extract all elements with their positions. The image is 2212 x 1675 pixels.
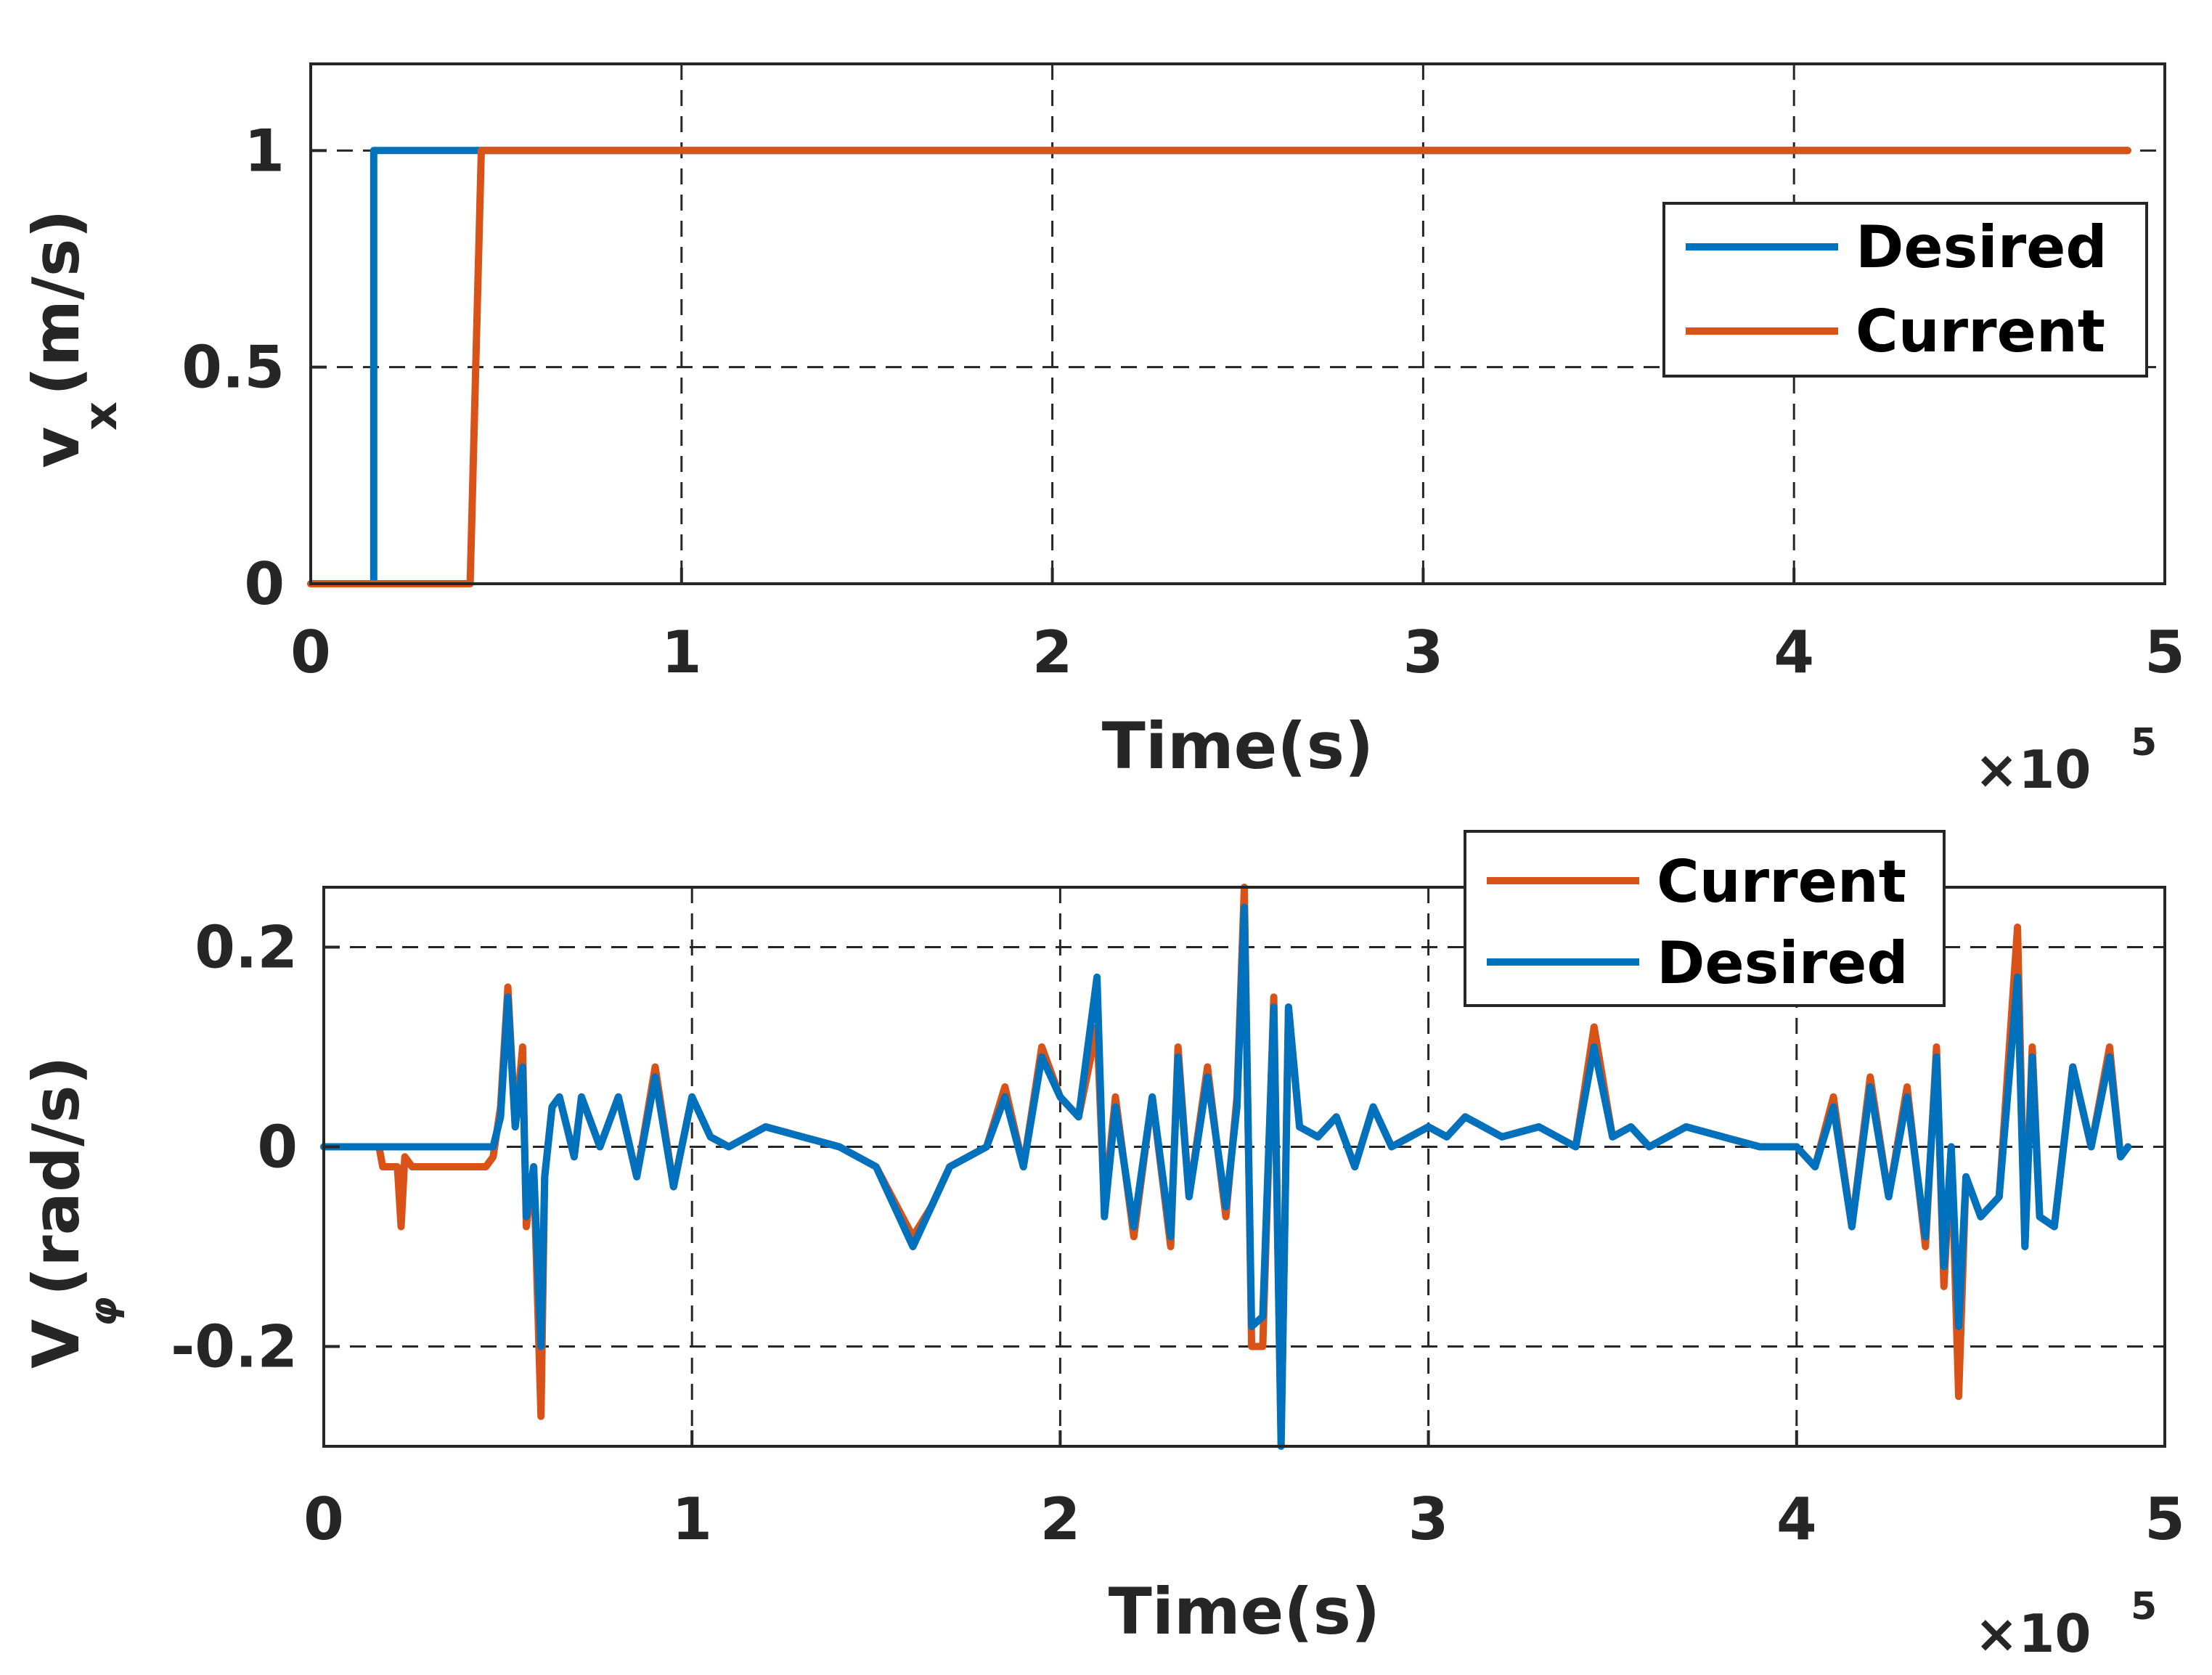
svg-text:x: x — [74, 402, 127, 431]
bottom-x-tick-label-4: 4 — [1776, 1486, 1817, 1553]
bottom-x-tick-label-3: 3 — [1408, 1486, 1449, 1553]
bottom-x-tick-label-0: 0 — [303, 1486, 344, 1553]
top-legend-label-desired: Desired — [1856, 213, 2107, 281]
svg-text:(m/s): (m/s) — [19, 209, 94, 396]
top-chart-panel: 0 1 2 3 4 5 0 0.5 1 Time(s) ×10 5 v x (m/s) Desi… — [19, 62, 2185, 800]
svg-text:v: v — [19, 427, 94, 468]
top-x-tick-label-5: 5 — [2144, 619, 2185, 686]
bottom-legend-box — [1464, 830, 1946, 1007]
top-y-tick-label-1: 0.5 — [181, 334, 285, 402]
bottom-x-tick-label-1: 1 — [672, 1486, 712, 1553]
svg-text:×10: ×10 — [1975, 1603, 2091, 1664]
top-axes-box — [309, 62, 2166, 585]
bottom-legend-label-current: Current — [1657, 848, 1906, 916]
bottom-x-tick-label-2: 2 — [1040, 1486, 1081, 1553]
svg-text:V: V — [19, 1319, 94, 1369]
bottom-x-axis-label: Time(s) — [1109, 1574, 1380, 1649]
bottom-legend: Current Desired — [1464, 830, 1946, 1007]
top-y-tick-label-2: 1 — [244, 117, 285, 184]
top-x-tick-label-0: 0 — [290, 619, 331, 686]
top-x-axis-label: Time(s) — [1102, 709, 1374, 783]
top-x-tick-label-3: 3 — [1403, 619, 1444, 686]
bottom-series-lines — [320, 884, 2132, 1450]
bottom-tick-labels: 0 1 2 3 4 5 -0.2 0 0.2 — [171, 914, 2185, 1554]
top-x-tick-label-1: 1 — [661, 619, 702, 686]
top-x-exponent: ×10 5 — [1975, 721, 2157, 800]
bottom-x-exponent: ×10 5 — [1975, 1585, 2157, 1664]
bottom-legend-label-desired: Desired — [1657, 929, 1909, 997]
svg-text:φ: φ — [82, 1297, 126, 1326]
bottom-y-tick-label-0: -0.2 — [171, 1313, 298, 1381]
top-legend-label-current: Current — [1856, 298, 2105, 365]
top-x-tick-label-4: 4 — [1774, 619, 1814, 686]
svg-text:5: 5 — [2131, 1585, 2157, 1629]
bottom-chart-panel: 0 1 2 3 4 5 -0.2 0 0.2 Time(s) ×10 5 V φ (rad/s)… — [19, 830, 2185, 1664]
svg-text:×10: ×10 — [1975, 739, 2091, 800]
svg-text:5: 5 — [2131, 721, 2157, 765]
bottom-y-tick-label-1: 0 — [257, 1114, 298, 1181]
top-y-tick-label-0: 0 — [244, 550, 285, 618]
bottom-x-tick-label-5: 5 — [2144, 1486, 2185, 1553]
top-legend-box — [1662, 202, 2148, 378]
bottom-y-axis-label: V φ (rad/s) — [19, 1056, 126, 1369]
top-y-axis-label: v x (m/s) — [19, 209, 127, 468]
bottom-series-line-desired — [320, 903, 2132, 1450]
svg-text:(rad/s): (rad/s) — [19, 1056, 94, 1296]
top-legend: Desired Current — [1662, 202, 2148, 378]
top-tick-labels: 0 1 2 3 4 5 0 0.5 1 — [181, 117, 2185, 686]
top-x-tick-label-2: 2 — [1032, 619, 1073, 686]
bottom-y-tick-label-2: 0.2 — [195, 914, 298, 982]
bottom-axes-box — [322, 886, 2166, 1448]
